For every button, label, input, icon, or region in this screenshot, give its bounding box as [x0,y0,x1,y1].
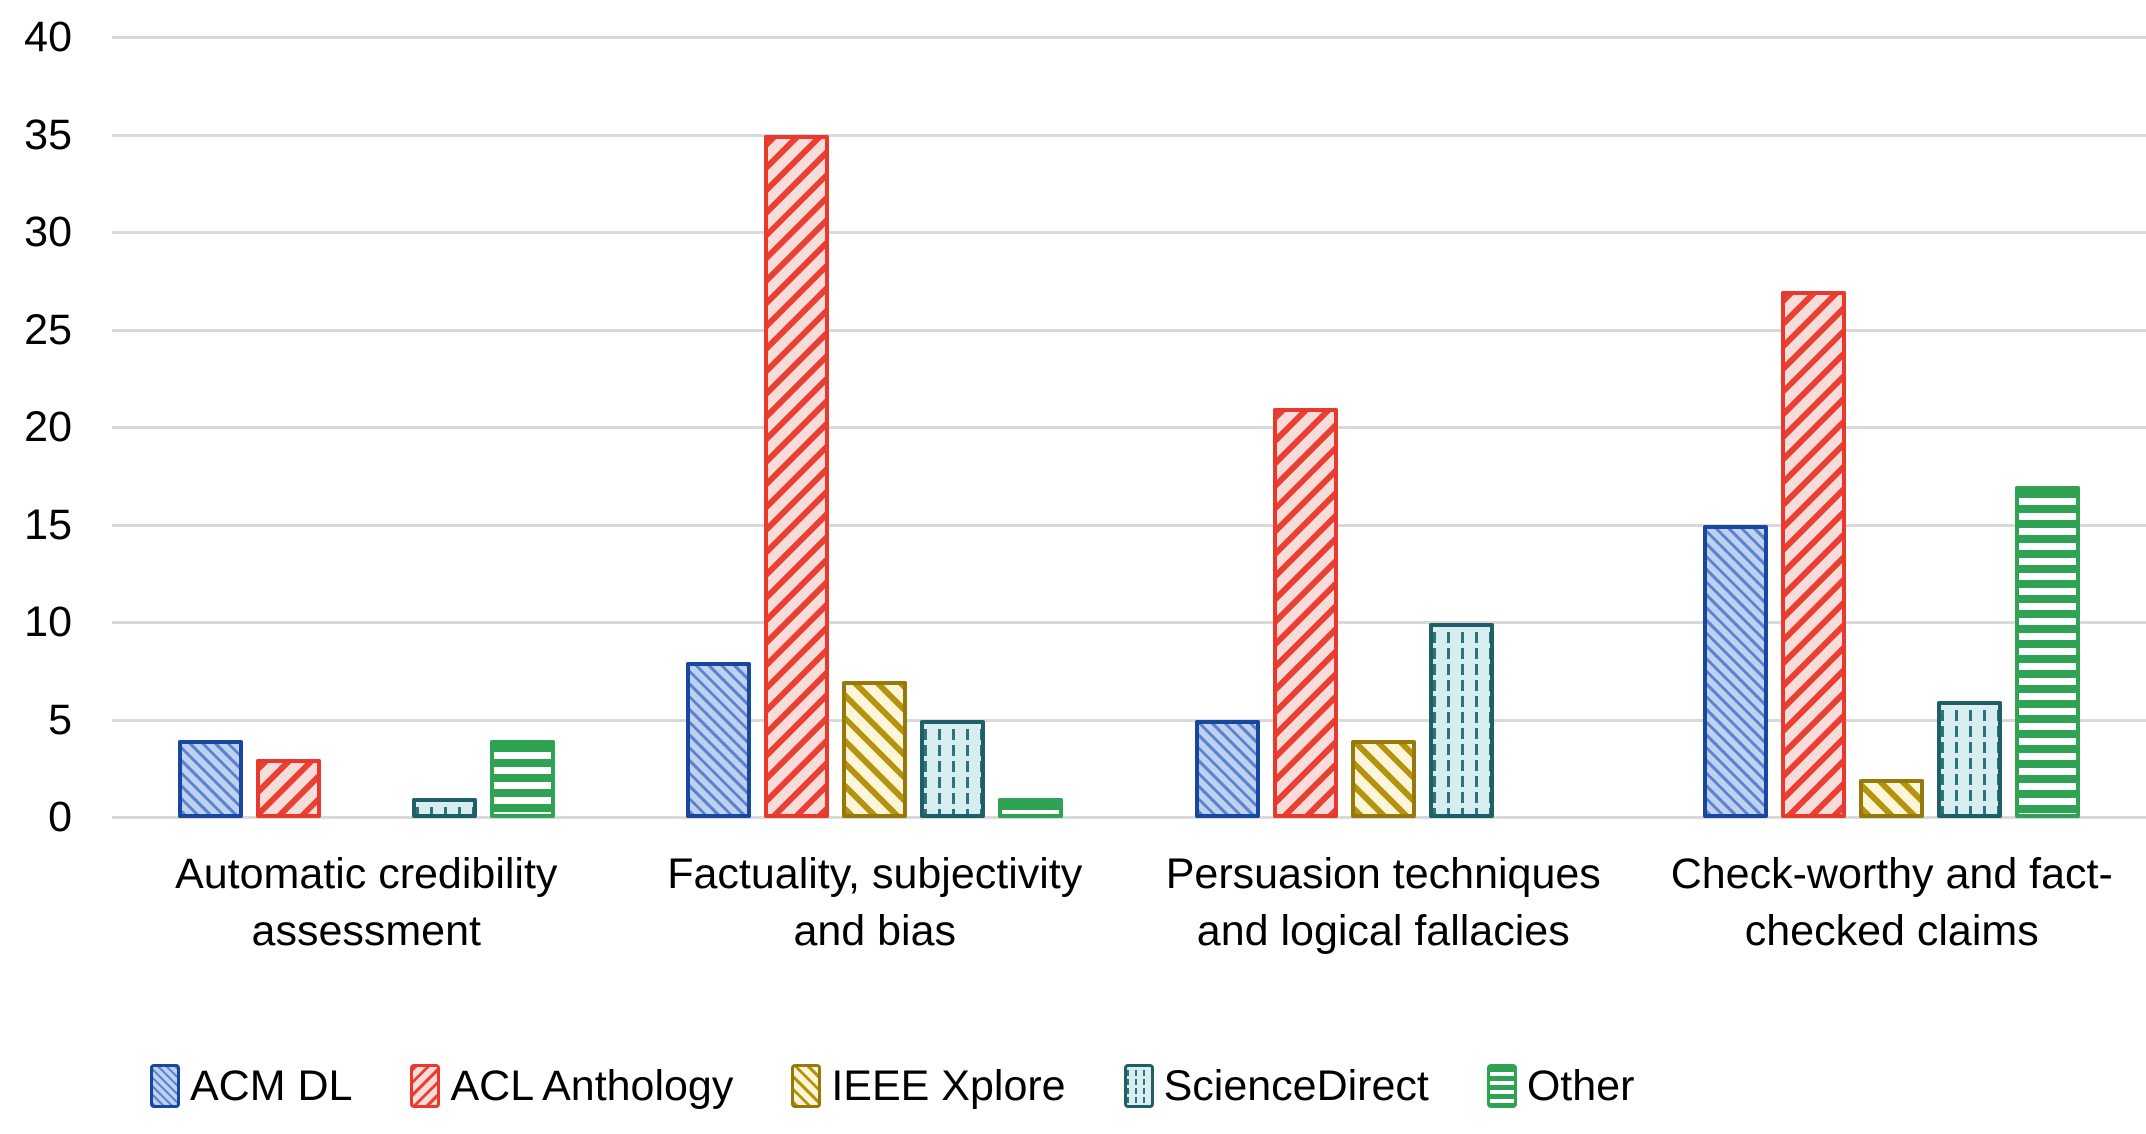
legend-item-ieee: IEEE Xplore [791,1061,1066,1111]
bar-acm-3 [1194,720,1260,818]
legend-key-sci-pattern-swatch [1123,1064,1154,1108]
category-label-3: Persuasion techniques and logical fallaci… [1165,850,1601,955]
gridline-y-10 [112,621,2146,624]
y-tick-label-15: 15 [24,500,72,549]
y-tick-label-25: 25 [24,305,72,354]
bar-ieee-3 [1350,740,1416,818]
legend-label-ieee: IEEE Xplore [831,1061,1066,1110]
category-label-1: Automatic credibility assessment [175,850,558,955]
gridline-y-5 [112,718,2146,722]
gridline-y-15 [112,523,2146,527]
y-tick-label-0: 0 [48,793,72,841]
legend-key-acl-pattern-swatch [410,1064,441,1108]
bar-acm-2 [686,662,752,818]
bar-acm-4 [1703,525,1769,818]
bar-ieee-2 [842,681,908,818]
bar-group-2 [621,0,1130,818]
legend: ACM DL ACL Anthology IEEE Xplore ScienceDir… [150,1058,1634,1114]
legend-item-sci: ScienceDirect [1123,1061,1429,1111]
legend-key-other-pattern-swatch [1486,1064,1517,1108]
bar-acl-2 [764,135,830,818]
y-tick-label-5: 5 [48,695,72,744]
legend-label-acm: ACM DL [190,1061,353,1110]
legend-item-other: Other [1486,1061,1635,1111]
gridline-y-40 [112,36,2146,39]
bar-other-2 [998,798,1064,818]
plot-area [112,0,2146,819]
gridline-y-20 [112,426,2146,429]
bar-acm-1 [177,740,243,818]
legend-item-acm: ACM DL [150,1062,352,1111]
bar-sci-4 [1937,701,2003,818]
bar-other-1 [489,740,555,818]
y-tick-label-20: 20 [24,403,72,451]
legend-key-acm-pattern-swatch [150,1064,180,1108]
legend-key-ieee-pattern-swatch [791,1064,822,1108]
y-tick-label-40: 40 [24,13,72,61]
legend-label-sci: ScienceDirect [1163,1061,1429,1110]
bar-group-1 [112,0,621,818]
category-label-2: Factuality, subjectivity and bias [667,850,1083,955]
bar-sci-1 [411,798,477,818]
y-tick-label-35: 35 [24,110,72,159]
bar-sci-3 [1428,623,1494,818]
bar-other-4 [2015,486,2081,818]
y-tick-label-10: 10 [24,598,72,646]
legend-label-acl: ACL Anthology [450,1061,734,1110]
bar-group-3 [1129,0,1638,818]
category-label-4: Check-worthy and fact-checked claims [1670,850,2113,955]
y-tick-label-30: 30 [24,208,72,256]
gridline-y-30 [112,231,2146,234]
bar-acl-3 [1272,408,1338,818]
legend-label-other: Other [1526,1061,1635,1110]
bar-ieee-4 [1859,779,1925,818]
gridline-y-25 [112,328,2146,332]
bar-acl-4 [1781,291,1847,818]
gridline-y-0 [112,816,2146,819]
legend-item-acl: ACL Anthology [410,1062,733,1111]
bar-sci-2 [920,720,986,818]
bar-acl-1 [255,759,321,818]
gridline-y-35 [112,133,2146,137]
bar-group-4 [1638,0,2146,818]
